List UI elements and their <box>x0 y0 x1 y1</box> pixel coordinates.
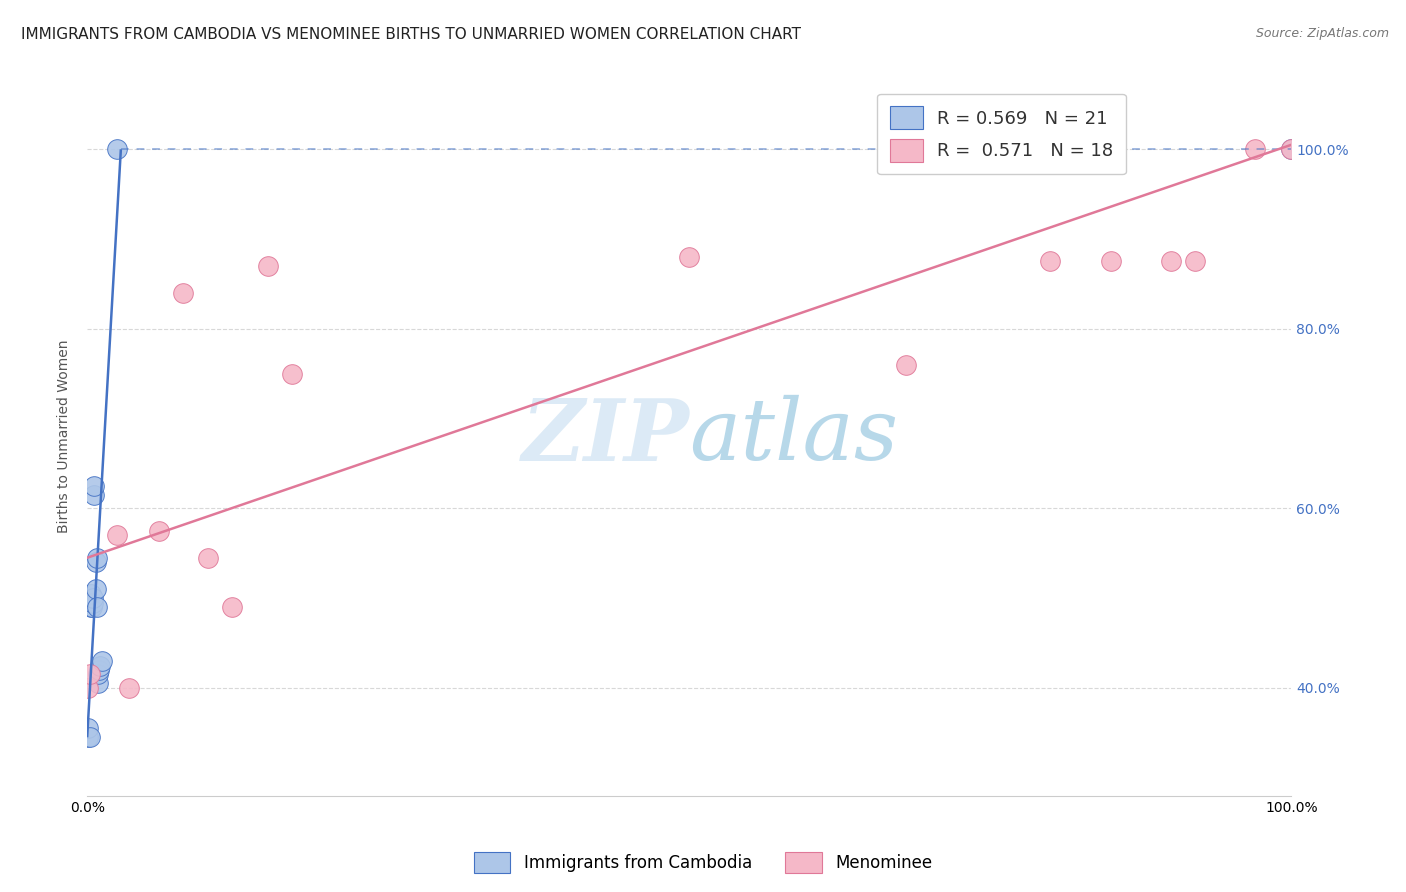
Point <box>84 555 107 569</box>
Text: Source: ZipAtlas.com: Source: ZipAtlas.com <box>1256 27 1389 40</box>
Point <box>87 667 110 681</box>
Point <box>221 600 243 615</box>
Text: IMMIGRANTS FROM CAMBODIA VS MENOMINEE BIRTHS TO UNMARRIED WOMEN CORRELATION CHAR: IMMIGRANTS FROM CAMBODIA VS MENOMINEE BI… <box>21 27 801 42</box>
Point <box>82 591 104 606</box>
Point <box>894 358 917 372</box>
Point <box>79 731 101 745</box>
Point <box>173 285 195 300</box>
Point <box>90 654 112 668</box>
Point <box>1279 142 1302 156</box>
Point <box>89 658 111 673</box>
Point <box>118 681 141 695</box>
Point <box>83 479 105 493</box>
Point <box>80 587 103 601</box>
Point <box>83 488 105 502</box>
Point <box>1160 254 1182 268</box>
Point <box>79 667 101 681</box>
Point <box>105 528 128 542</box>
Legend: Immigrants from Cambodia, Menominee: Immigrants from Cambodia, Menominee <box>467 846 939 880</box>
Point <box>1184 254 1206 268</box>
Point <box>77 722 100 736</box>
Point <box>1244 142 1267 156</box>
Point <box>87 676 110 690</box>
Point <box>678 250 700 264</box>
Point <box>197 550 219 565</box>
Point <box>84 582 107 597</box>
Point <box>256 259 278 273</box>
Text: atlas: atlas <box>689 395 898 478</box>
Point <box>1279 142 1302 156</box>
Point <box>80 600 103 615</box>
Point <box>77 731 100 745</box>
Point <box>77 681 100 695</box>
Point <box>148 524 170 538</box>
Point <box>82 596 104 610</box>
Point <box>1039 254 1062 268</box>
Point <box>86 600 108 615</box>
Point <box>1099 254 1122 268</box>
Point <box>89 663 111 677</box>
Point <box>80 600 103 615</box>
Point <box>105 142 128 156</box>
Text: ZIP: ZIP <box>522 395 689 478</box>
Legend: R = 0.569   N = 21, R =  0.571   N = 18: R = 0.569 N = 21, R = 0.571 N = 18 <box>877 94 1126 174</box>
Point <box>86 550 108 565</box>
Point <box>281 367 304 381</box>
Y-axis label: Births to Unmarried Women: Births to Unmarried Women <box>58 340 72 533</box>
